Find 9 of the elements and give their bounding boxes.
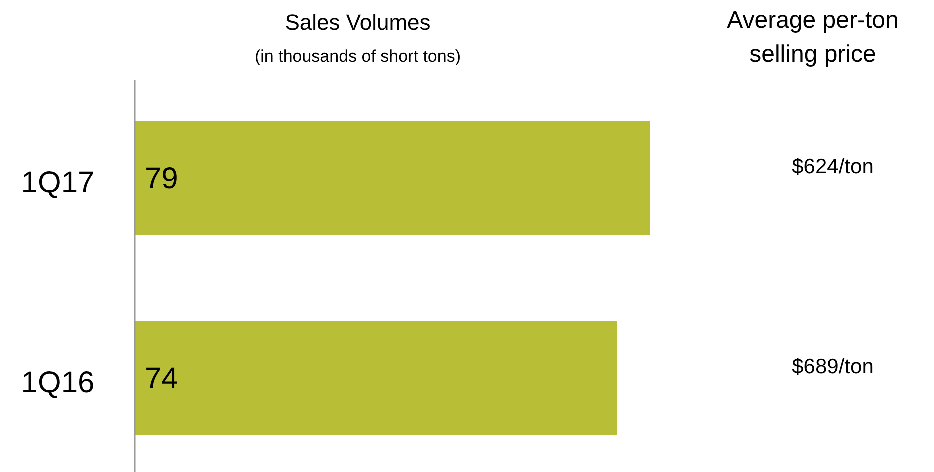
data-label: 79 <box>145 162 178 196</box>
y-tick-label: 1Q17 <box>21 166 95 200</box>
data-label: 74 <box>145 362 178 396</box>
text: Average per-ton selling price <box>727 7 899 68</box>
text: $624/ton <box>792 155 874 178</box>
text: $689/ton <box>792 355 874 378</box>
chart-title: Sales Volumes <box>285 10 431 35</box>
chart-subtitle: (in thousands of short tons) <box>254 47 462 66</box>
y-tick-label: 1Q16 <box>21 366 95 400</box>
